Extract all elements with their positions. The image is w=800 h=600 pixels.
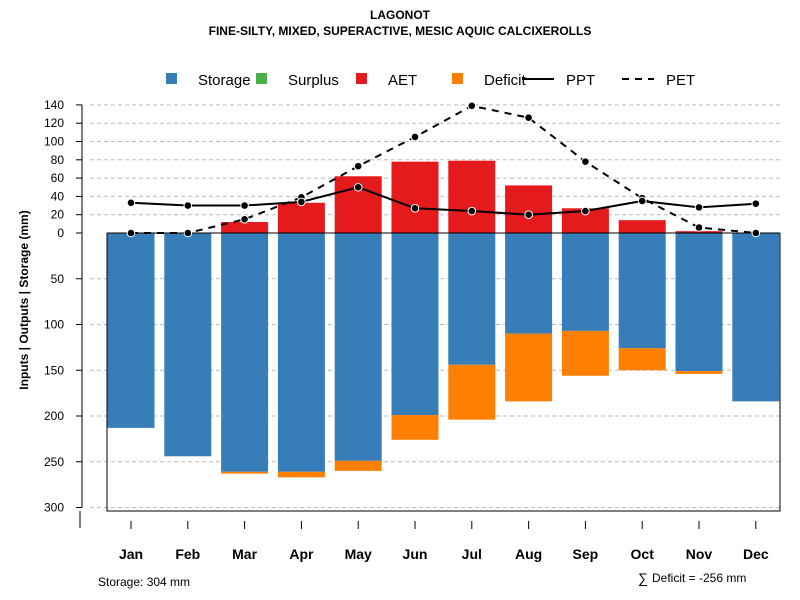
bar-storage-jul bbox=[448, 233, 496, 365]
y-tick-label: 0 bbox=[57, 226, 64, 240]
x-tick-label: Apr bbox=[289, 546, 314, 562]
y-tick-label: 200 bbox=[44, 409, 64, 423]
y-tick-label: 100 bbox=[44, 135, 64, 149]
legend-label-aet: AET bbox=[388, 72, 417, 89]
point-pet bbox=[126, 228, 136, 238]
point-ppt bbox=[126, 198, 136, 208]
bar-aet-nov bbox=[675, 231, 723, 233]
y-tick-label: 50 bbox=[51, 272, 65, 286]
bar-storage-dec bbox=[732, 233, 780, 402]
bar-storage-jun bbox=[391, 233, 439, 416]
legend-swatch-aet bbox=[356, 73, 367, 84]
bar-storage-apr bbox=[277, 233, 325, 472]
point-ppt bbox=[524, 210, 533, 219]
bar-aet-aug bbox=[505, 185, 553, 233]
x-tick-label: Nov bbox=[686, 546, 713, 562]
line-ppt bbox=[130, 186, 756, 216]
bar-storage-feb bbox=[164, 233, 212, 457]
bar-deficit-oct bbox=[618, 348, 666, 371]
x-tick-label: Dec bbox=[743, 546, 769, 562]
x-tick-label: Jun bbox=[403, 546, 428, 562]
point-ppt bbox=[637, 196, 647, 206]
y-tick-label: 100 bbox=[44, 318, 64, 332]
bar-storage-mar bbox=[221, 233, 269, 472]
y-tick-label: 150 bbox=[44, 363, 64, 377]
point-pet bbox=[467, 101, 477, 111]
bar-storage-sep bbox=[561, 233, 609, 331]
bar-deficit-sep bbox=[561, 330, 609, 376]
bar-deficit-nov bbox=[675, 371, 723, 374]
legend-swatch-storage bbox=[166, 73, 177, 84]
bar-storage-jan bbox=[107, 233, 155, 428]
point-ppt bbox=[467, 206, 477, 216]
bar-deficit-may bbox=[334, 460, 382, 471]
x-tick-label: Jan bbox=[119, 546, 143, 562]
x-tick-label: Jul bbox=[462, 546, 482, 562]
bar-deficit-apr bbox=[277, 471, 325, 478]
bar-aet-jun bbox=[391, 161, 439, 233]
point-pet bbox=[183, 228, 193, 238]
legend-label-deficit: Deficit bbox=[484, 72, 527, 89]
legend-swatch-deficit bbox=[452, 73, 463, 84]
y-tick-label: 250 bbox=[44, 455, 64, 469]
x-tick-label: Aug bbox=[515, 546, 542, 562]
legend-swatch-surplus bbox=[256, 73, 267, 84]
bar-storage-nov bbox=[675, 233, 723, 372]
point-pet bbox=[353, 161, 363, 171]
sum-symbol: ∑ bbox=[638, 570, 648, 586]
bar-aet-oct bbox=[618, 220, 666, 233]
point-pet bbox=[410, 132, 420, 142]
legend-label-storage: Storage bbox=[198, 72, 251, 89]
line-pet bbox=[131, 104, 756, 234]
bar-deficit-aug bbox=[505, 333, 553, 402]
point-ppt bbox=[694, 203, 704, 212]
deficit-footnote: Deficit = -256 mm bbox=[652, 571, 746, 585]
bar-aet-mar bbox=[221, 222, 269, 233]
y-axis-label: Inputs | Outputs | Storage (mm) bbox=[17, 210, 31, 389]
point-pet bbox=[581, 157, 590, 166]
x-tick-label: Mar bbox=[232, 546, 257, 562]
bar-deficit-mar bbox=[221, 471, 269, 474]
bar-aet-apr bbox=[277, 202, 325, 233]
point-pet bbox=[524, 113, 533, 123]
x-tick-label: Oct bbox=[631, 546, 655, 562]
y-tick-label: 20 bbox=[51, 208, 65, 222]
chart-subtitle: FINE-SILTY, MIXED, SUPERACTIVE, MESIC AQ… bbox=[209, 24, 592, 38]
y-tick-label: 40 bbox=[51, 189, 65, 203]
legend-label-pet: PET bbox=[666, 72, 695, 89]
bar-storage-may bbox=[334, 233, 382, 461]
y-tick-label: 300 bbox=[44, 501, 64, 515]
point-pet bbox=[694, 223, 704, 232]
storage-footnote: Storage: 304 mm bbox=[98, 575, 190, 589]
point-ppt bbox=[183, 201, 193, 210]
y-tick-label: 80 bbox=[51, 153, 65, 167]
point-ppt bbox=[297, 197, 306, 207]
legend-label-ppt: PPT bbox=[566, 72, 595, 89]
bar-aet-jul bbox=[448, 160, 496, 233]
point-ppt bbox=[240, 201, 249, 210]
x-tick-label: May bbox=[345, 546, 372, 562]
x-tick-label: Feb bbox=[175, 546, 200, 562]
x-tick-label: Sep bbox=[573, 546, 599, 562]
point-ppt bbox=[581, 206, 590, 216]
chart-title: LAGONOT bbox=[370, 8, 431, 22]
y-tick-label: 60 bbox=[51, 171, 65, 185]
point-ppt bbox=[751, 199, 761, 209]
y-tick-label: 120 bbox=[44, 116, 64, 130]
bar-deficit-jun bbox=[391, 415, 439, 440]
legend-label-surplus: Surplus bbox=[288, 72, 339, 89]
point-ppt bbox=[353, 182, 363, 192]
y-tick-label: 140 bbox=[44, 98, 64, 112]
bar-storage-aug bbox=[505, 233, 553, 334]
bar-storage-oct bbox=[618, 233, 666, 349]
plot-frame bbox=[106, 233, 781, 512]
point-pet bbox=[751, 228, 761, 238]
point-pet bbox=[240, 214, 249, 224]
bar-deficit-jul bbox=[448, 364, 496, 420]
point-ppt bbox=[410, 203, 420, 213]
